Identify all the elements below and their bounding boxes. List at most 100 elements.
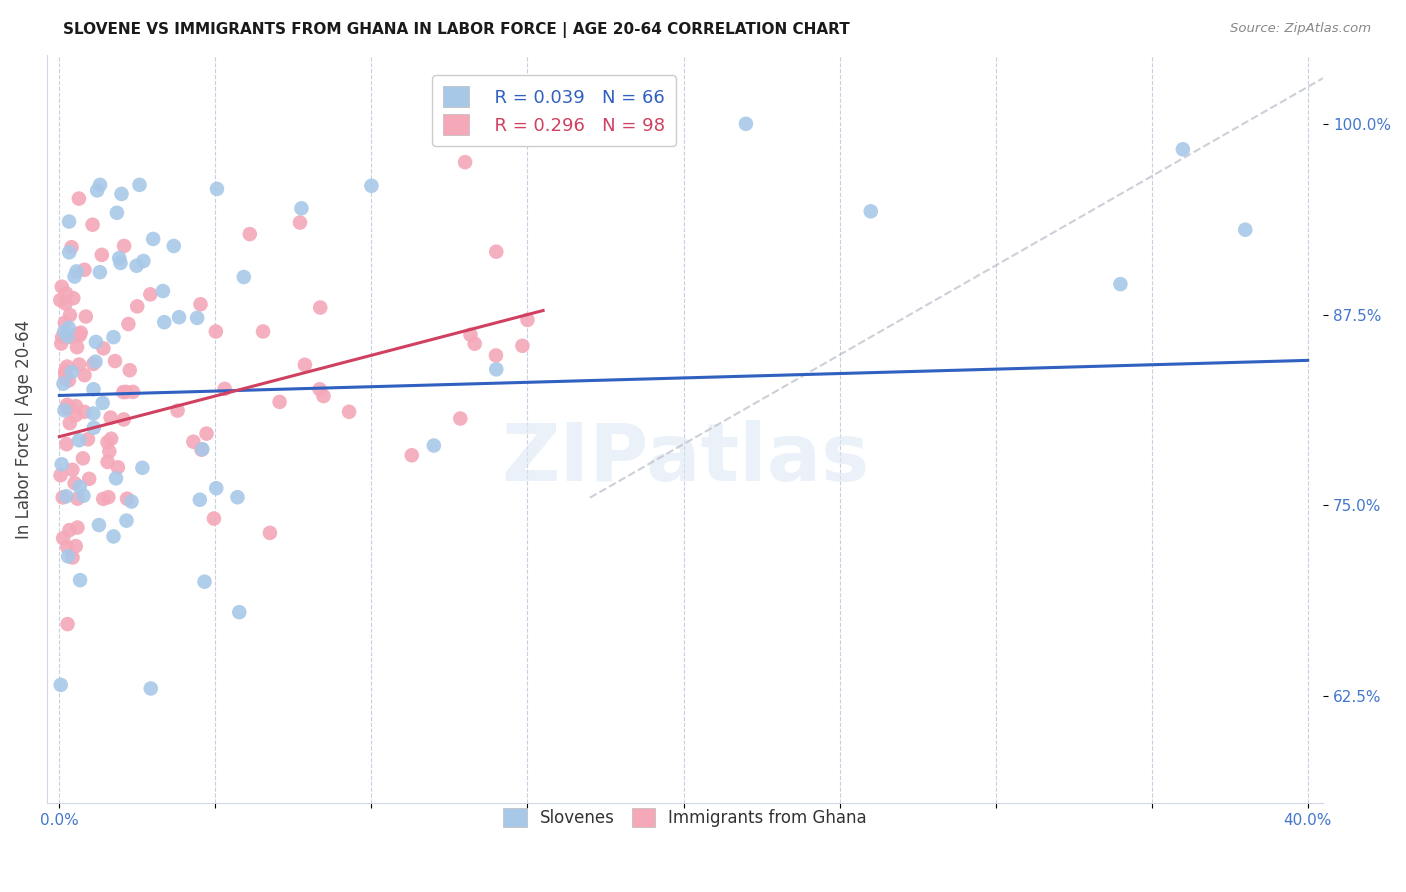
Point — [82, 407, 104, 421]
Point — [309, 301, 332, 315]
Point — [90, 248, 112, 262]
Point — [84, 334, 107, 349]
Point — [120, 494, 142, 508]
Point — [228, 605, 250, 619]
Point — [51, 330, 73, 344]
Point — [58, 373, 80, 387]
Point — [193, 574, 215, 589]
Point — [167, 310, 190, 325]
Point — [73, 405, 96, 419]
Point — [259, 525, 281, 540]
Point — [69, 573, 91, 587]
Point — [103, 330, 125, 344]
Point — [58, 214, 80, 228]
Point — [59, 416, 82, 430]
Point — [232, 270, 254, 285]
Point — [62, 463, 84, 477]
Point — [72, 451, 94, 466]
Point — [115, 491, 138, 506]
Point — [401, 448, 423, 462]
Point — [139, 681, 162, 696]
Point — [252, 325, 274, 339]
Text: SLOVENE VS IMMIGRANTS FROM GHANA IN LABOR FORCE | AGE 20-64 CORRELATION CHART: SLOVENE VS IMMIGRANTS FROM GHANA IN LABO… — [63, 22, 851, 38]
Point — [108, 251, 131, 265]
Point — [269, 395, 291, 409]
Point — [62, 550, 84, 565]
Point — [104, 471, 127, 485]
Point — [139, 287, 162, 301]
Point — [195, 426, 218, 441]
Point — [58, 245, 80, 260]
Point — [55, 296, 77, 310]
Point — [516, 313, 538, 327]
Point — [464, 336, 486, 351]
Point — [67, 358, 90, 372]
Point — [89, 178, 111, 192]
Point — [125, 259, 148, 273]
Point — [55, 437, 77, 451]
Point — [190, 442, 212, 457]
Point — [56, 329, 79, 343]
Point — [56, 398, 79, 412]
Point — [52, 376, 75, 391]
Point — [69, 326, 91, 340]
Point — [73, 368, 96, 383]
Point — [112, 239, 135, 253]
Point — [115, 384, 138, 399]
Point — [51, 336, 73, 351]
Point — [294, 358, 316, 372]
Point — [56, 401, 79, 415]
Point — [58, 401, 80, 415]
Point — [423, 438, 446, 452]
Point — [1109, 277, 1132, 292]
Point — [485, 362, 508, 376]
Point — [128, 178, 150, 192]
Point — [59, 308, 82, 322]
Point — [59, 330, 82, 344]
Point — [55, 363, 77, 377]
Point — [53, 403, 76, 417]
Point — [205, 182, 228, 196]
Point — [183, 434, 205, 449]
Point — [55, 372, 77, 386]
Point — [82, 357, 104, 371]
Point — [131, 460, 153, 475]
Point — [454, 155, 477, 169]
Point — [91, 396, 114, 410]
Point — [103, 529, 125, 543]
Point — [202, 511, 225, 525]
Point — [735, 117, 758, 131]
Point — [86, 183, 108, 197]
Text: Source: ZipAtlas.com: Source: ZipAtlas.com — [1230, 22, 1371, 36]
Point — [69, 480, 91, 494]
Point — [72, 489, 94, 503]
Point — [239, 227, 262, 241]
Point — [460, 327, 482, 342]
Point — [69, 328, 91, 343]
Point — [73, 262, 96, 277]
Text: ZIPatlas: ZIPatlas — [501, 420, 869, 498]
Point — [49, 468, 72, 483]
Point — [96, 435, 118, 450]
Point — [58, 320, 80, 334]
Point — [66, 327, 89, 342]
Point — [288, 215, 311, 229]
Point — [77, 433, 100, 447]
Y-axis label: In Labor Force | Age 20-64: In Labor Force | Age 20-64 — [15, 319, 32, 539]
Point — [191, 442, 214, 457]
Point — [55, 489, 77, 503]
Point — [110, 256, 132, 270]
Point — [66, 491, 89, 506]
Point — [84, 354, 107, 368]
Point — [188, 492, 211, 507]
Point — [56, 359, 79, 374]
Point — [105, 206, 128, 220]
Point — [83, 382, 105, 396]
Point — [91, 491, 114, 506]
Point — [214, 382, 236, 396]
Legend: Slovenes, Immigrants from Ghana: Slovenes, Immigrants from Ghana — [495, 800, 875, 836]
Point — [1171, 142, 1194, 156]
Point — [117, 317, 139, 331]
Point — [66, 520, 89, 534]
Point — [152, 284, 174, 298]
